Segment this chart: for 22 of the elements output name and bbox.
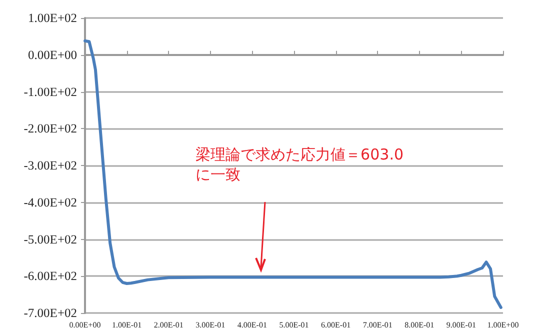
y-tick-label: -6.00E+02 bbox=[24, 269, 77, 284]
x-tick-label: 4.00E-01 bbox=[237, 320, 267, 330]
x-tick-label: 2.00E-01 bbox=[154, 320, 184, 330]
x-tick-label: 1.00E+00 bbox=[487, 320, 519, 330]
y-tick-label: -3.00E+02 bbox=[24, 158, 77, 172]
y-tick-label: -1.00E+02 bbox=[24, 84, 77, 99]
y-tick-label: -5.00E+02 bbox=[24, 232, 77, 246]
x-tick-label: 9.00E-01 bbox=[446, 320, 476, 330]
line-series bbox=[84, 39, 502, 309]
x-tick-label: 6.00E-01 bbox=[321, 320, 351, 330]
x-tick-label: 1.00E-01 bbox=[112, 320, 142, 330]
annotation: 梁理論で求めた応力値＝603.0 に一致 bbox=[196, 145, 404, 184]
y-tick-label: 1.00E+02 bbox=[28, 11, 77, 25]
y-tick-label: -2.00E+02 bbox=[24, 122, 77, 136]
y-tick-label: -7.00E+02 bbox=[24, 306, 77, 320]
x-tick-label: 7.00E-01 bbox=[362, 320, 392, 330]
y-tick-label: 0.00E+00 bbox=[28, 48, 77, 62]
y-tick-label: -4.00E+02 bbox=[24, 195, 77, 210]
x-tick-label: 3.00E-01 bbox=[196, 320, 226, 330]
x-tick-label: 8.00E-01 bbox=[404, 320, 434, 330]
x-tick-label: 0.00E+00 bbox=[69, 320, 101, 330]
x-tick-label: 5.00E-01 bbox=[279, 320, 309, 330]
